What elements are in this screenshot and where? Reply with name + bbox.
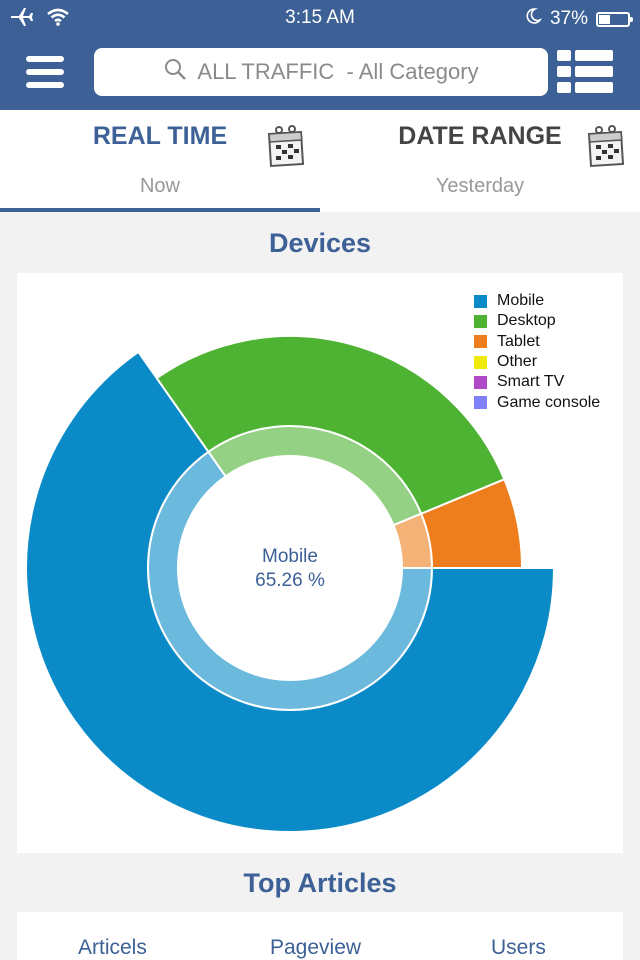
active-tab-indicator xyxy=(0,208,320,212)
legend-label: Desktop xyxy=(497,312,556,330)
tab-title: REAL TIME xyxy=(92,122,228,150)
legend-swatch xyxy=(474,314,487,328)
tab-date-range[interactable]: DATE RANGE Yesterday xyxy=(320,110,640,212)
legend-swatch xyxy=(474,396,487,410)
legend-swatch xyxy=(474,335,487,349)
top-articles-title: Top Articles xyxy=(243,868,397,898)
battery-percent: 37% xyxy=(549,8,588,29)
menu-button[interactable] xyxy=(26,56,64,88)
time-tabs: REAL TIME Now DATE RANGE Yesterday xyxy=(0,110,640,212)
legend-item[interactable]: Game console xyxy=(474,392,600,412)
column-header-articles[interactable]: Articels xyxy=(78,936,147,959)
legend-swatch xyxy=(474,375,487,389)
list-view-button[interactable] xyxy=(557,48,613,94)
legend-label: Smart TV xyxy=(497,373,565,391)
tab-subtitle: Yesterday xyxy=(435,175,525,197)
legend-item[interactable]: Smart TV xyxy=(474,372,600,392)
traffic-filter-search[interactable]: ALL TRAFFIC - All Category xyxy=(94,48,548,96)
legend-label: Tablet xyxy=(497,332,540,350)
legend-label: Mobile xyxy=(497,292,545,310)
airplane-icon xyxy=(10,7,34,33)
legend-item[interactable]: Desktop xyxy=(474,311,600,331)
legend-label: Game console xyxy=(497,393,601,411)
devices-title: Devices xyxy=(268,228,372,258)
legend-item[interactable]: Tablet xyxy=(474,332,600,352)
legend-item[interactable]: Mobile xyxy=(474,291,600,311)
legend-item[interactable]: Other xyxy=(474,352,600,372)
column-header-pageview[interactable]: Pageview xyxy=(270,936,362,959)
legend-swatch xyxy=(474,355,487,369)
tab-title: DATE RANGE xyxy=(398,122,562,150)
wifi-icon xyxy=(46,8,70,32)
center-label-name: Mobile xyxy=(262,546,318,567)
nav-bar: ALL TRAFFIC - All Category xyxy=(0,36,640,110)
legend-label: Other xyxy=(497,353,538,371)
status-bar: 3:15 AM 37% xyxy=(0,0,640,36)
legend-swatch xyxy=(474,294,487,308)
search-icon xyxy=(163,57,187,87)
chart-legend: Mobile Desktop Tablet Other Smart TV Game con… xyxy=(474,291,600,413)
calendar-icon[interactable] xyxy=(585,124,627,173)
battery-icon xyxy=(596,11,633,27)
moon-icon xyxy=(524,7,543,31)
column-header-users[interactable]: Users xyxy=(491,936,546,959)
search-label: ALL TRAFFIC - All Category xyxy=(197,59,479,84)
status-time: 3:15 AM xyxy=(285,7,355,28)
center-label-value: 65.26 % xyxy=(255,570,325,591)
tab-subtitle: Now xyxy=(139,175,180,197)
tab-real-time[interactable]: REAL TIME Now xyxy=(0,110,320,212)
calendar-icon[interactable] xyxy=(265,124,307,173)
top-articles-table-header: Articels Pageview Users xyxy=(17,912,623,960)
